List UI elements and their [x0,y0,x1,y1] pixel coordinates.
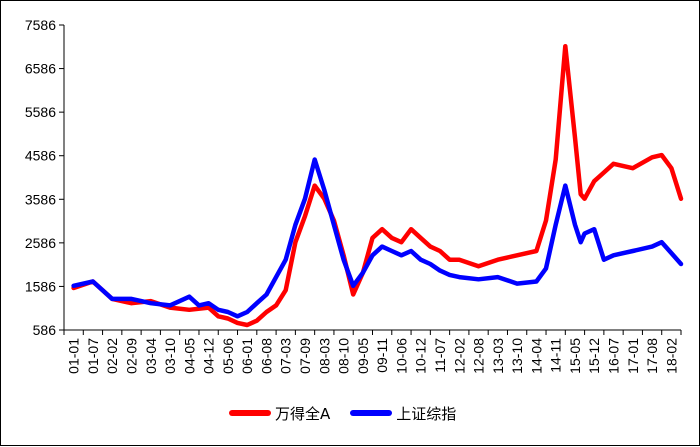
x-tick-label: 09-05 [355,338,371,374]
x-tick-label: 01-07 [85,338,101,374]
x-tick-label: 04-12 [201,338,217,374]
y-tick-label: 6586 [25,61,56,77]
legend-item-wind-all-a: 万得全A [229,403,330,424]
legend-swatch-sse-composite [350,410,393,416]
series-line-sse-composite [71,157,684,319]
x-tick-label: 02-02 [104,338,120,374]
x-tick-label: 07-09 [297,338,313,374]
x-tick-label: 09-11 [374,338,390,373]
x-tick-label: 11-07 [432,338,448,373]
y-tick-label: 7586 [25,17,56,33]
x-tick-label: 07-03 [278,338,294,374]
legend-item-sse-composite: 上证综指 [350,403,456,424]
x-tick-label: 12-08 [471,338,487,374]
x-tick-label: 13-10 [509,338,525,374]
x-tick-label: 15-05 [567,338,583,374]
y-tick-label: 586 [33,322,57,338]
x-tick-label: 12-02 [451,338,467,374]
legend-label-sse-composite: 上证综指 [396,404,457,423]
x-tick-label: 17-01 [625,338,641,374]
x-tick-label: 16-07 [606,338,622,374]
y-tick-label: 5586 [25,104,56,120]
y-axis: 7586 6586 5586 4586 3586 2586 1586 586 [25,17,65,338]
x-tick-label: 13-03 [490,338,506,374]
x-tick-label: 06-08 [258,338,274,374]
legend: 万得全A 上证综指 [229,401,456,425]
x-tick-label: 14-11 [548,338,564,373]
x-tick-label: 18-02 [663,338,679,374]
y-tick-label: 1586 [25,278,56,294]
x-tick-label: 02-09 [123,338,139,374]
x-tick-label: 05-06 [220,338,236,374]
legend-swatch-wind-all-a [229,410,271,416]
x-tick-label: 10-12 [413,338,429,374]
x-tick-label: 08-03 [316,338,332,374]
x-tick-label: 06-01 [239,338,255,374]
y-tick-label: 4586 [25,148,56,164]
x-tick-label: 17-08 [644,338,660,374]
x-tick-label: 10-06 [393,338,409,374]
x-tick-label: 03-10 [162,338,178,374]
series-layer [71,43,684,328]
x-tick-label: 08-10 [336,338,352,374]
x-tick-label: 03-04 [143,338,159,374]
legend-label-wind-all-a: 万得全A [275,404,331,423]
x-tick-label: 01-01 [66,338,82,374]
y-tick-label: 3586 [25,191,56,207]
x-axis: 01-01 01-07 02-02 02-09 03-04 03-10 04-05 04-12… [63,329,682,374]
x-tick-label: 14-04 [528,338,544,374]
x-tick-label: 04-05 [181,338,197,374]
x-tick-label: 15-12 [586,338,602,374]
series-line-wind-all-a [71,43,684,328]
y-tick-label: 2586 [25,235,56,251]
